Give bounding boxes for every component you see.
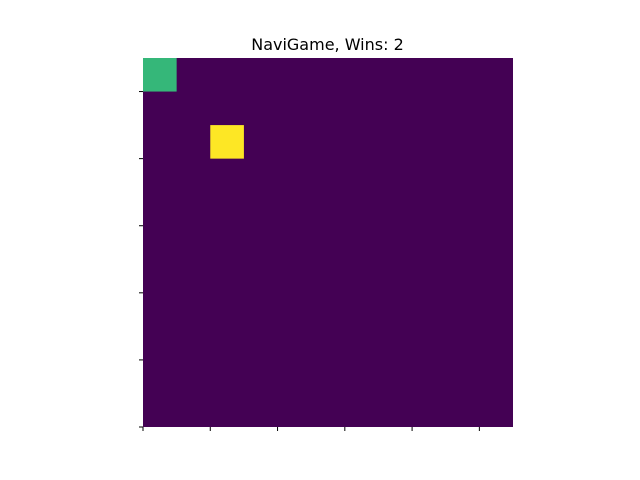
game-title: NaviGame, Wins: 2	[251, 35, 404, 54]
agent-cell	[143, 58, 177, 92]
goal-cell	[210, 125, 244, 159]
y-axis-ticks	[139, 91, 143, 428]
board-background	[143, 58, 513, 427]
x-axis-ticks	[142, 427, 480, 431]
game-board	[143, 58, 513, 427]
